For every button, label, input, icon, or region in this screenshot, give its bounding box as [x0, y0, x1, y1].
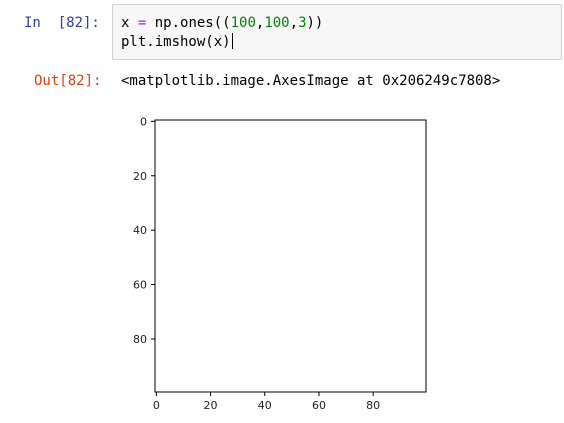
code-cell-input[interactable]: x = np.ones((100,100,3)) plt.imshow(x) [112, 4, 562, 60]
code-token: np.ones(( [146, 15, 231, 31]
code-token: , [255, 15, 265, 31]
output-prompt: Out[82]: [34, 73, 102, 89]
output-text: <matplotlib.image.AxesImage at 0x206249c… [121, 73, 501, 89]
x-tick-label: 0 [153, 399, 160, 412]
code-token: = [137, 15, 147, 31]
axes-frame [154, 119, 427, 393]
x-tick-label: 40 [258, 399, 272, 412]
y-tick-label: 80 [133, 333, 147, 346]
code-token: 100 [230, 15, 256, 31]
code-line: plt.imshow(x) [121, 33, 553, 52]
code-line: x = np.ones((100,100,3)) [121, 14, 553, 33]
code-token: )) [306, 15, 324, 31]
code-token: 3 [298, 15, 307, 31]
input-prompt: In [82]: [24, 15, 100, 31]
image-area [155, 120, 426, 392]
code-token: , [289, 15, 299, 31]
y-tick-label: 60 [133, 279, 147, 292]
code-editor[interactable]: x = np.ones((100,100,3)) plt.imshow(x) [121, 14, 553, 52]
x-tick-label: 60 [312, 399, 326, 412]
x-tick-label: 80 [366, 399, 380, 412]
code-token: x [121, 15, 138, 31]
y-tick-label: 40 [133, 224, 147, 237]
y-tick-label: 0 [140, 115, 147, 128]
y-tick-label: 20 [133, 170, 147, 183]
x-tick-label: 20 [204, 399, 218, 412]
code-token: 100 [264, 15, 290, 31]
code-token: plt.imshow(x) [121, 34, 231, 50]
text-cursor [231, 33, 233, 49]
